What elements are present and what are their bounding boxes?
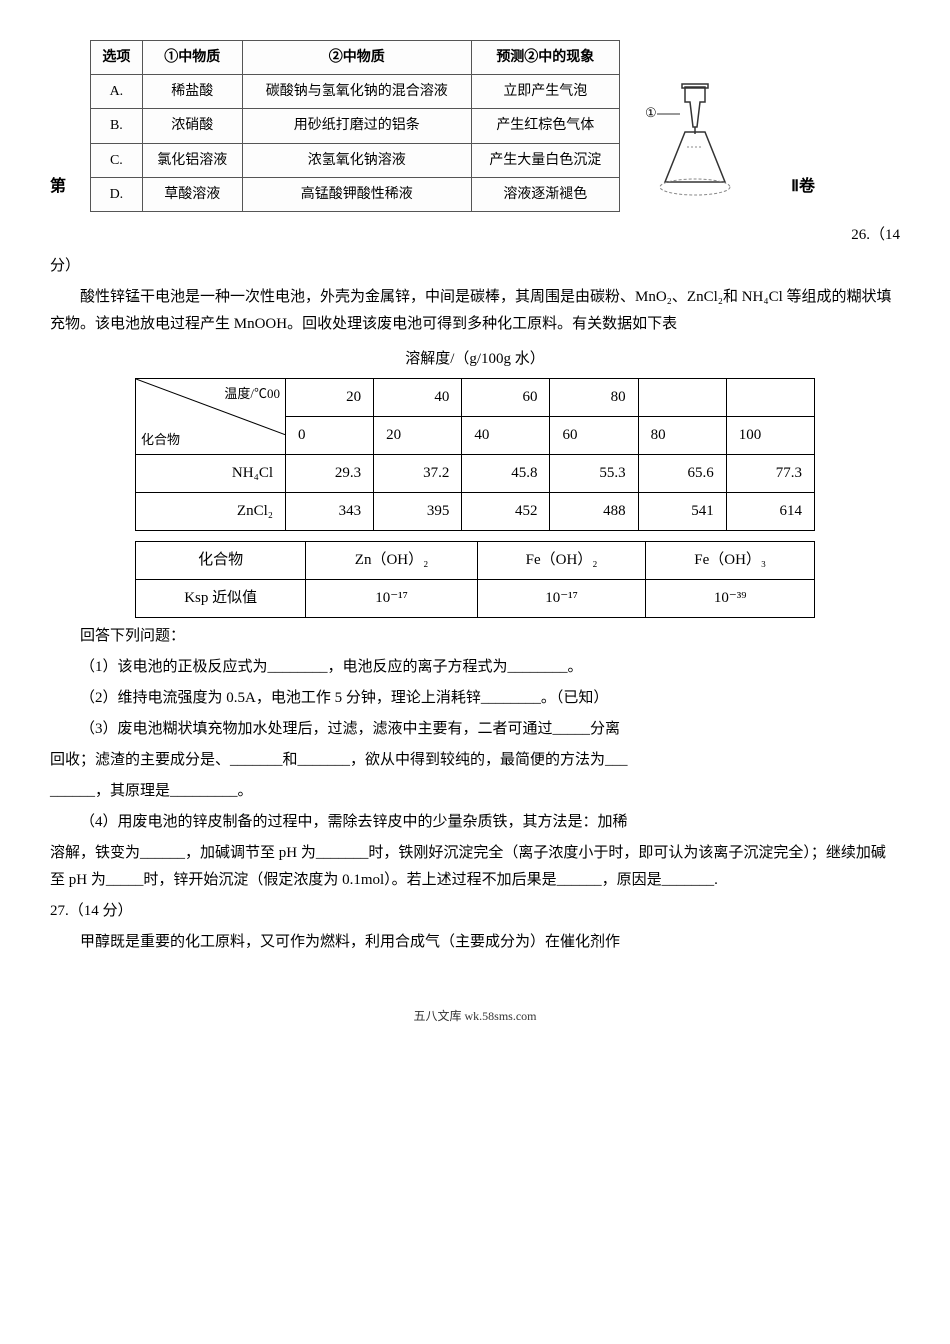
q26-sub2: （2）维持电流强度为 0.5A，电池工作 5 分钟，理论上消耗锌________… xyxy=(50,685,900,712)
col-prediction: 预测②中的现象 xyxy=(471,41,619,75)
section-right-marker: Ⅱ卷 xyxy=(765,173,815,212)
ksp-header-row: 化合物 Zn（OH）₂ Fe（OH）₂ Fe（OH）₃ xyxy=(136,541,815,579)
solubility-caption: 溶解度/（g/100g 水） xyxy=(50,346,900,373)
table-row-c: C. 氯化铝溶液 浓氢氧化钠溶液 产生大量白色沉淀 xyxy=(91,143,620,177)
solubility-row-zncl2: ZnCl₂ 343 395 452 488 541 614 xyxy=(136,492,815,530)
header-row: 第 选项 ①中物质 ②中物质 预测②中的现象 A. 稀盐酸 碳酸钠与氢氧化钠的混… xyxy=(50,40,900,212)
ksp-table: 化合物 Zn（OH）₂ Fe（OH）₂ Fe（OH）₃ Ksp 近似值 10⁻¹… xyxy=(135,541,815,618)
solubility-header-row1: 温度/℃00 化合物 20 40 60 80 xyxy=(136,378,815,416)
q27-intro: 甲醇既是重要的化工原料，又可作为燃料，利用合成气（主要成分为）在催化剂作 xyxy=(50,929,900,956)
diag-top-label: 温度/℃00 xyxy=(224,382,280,405)
q26-intro-para: 酸性锌锰干电池是一种一次性电池，外壳为金属锌，中间是碳棒，其周围是由碳粉、MnO… xyxy=(50,284,900,338)
table-row-a: A. 稀盐酸 碳酸钠与氢氧化钠的混合溶液 立即产生气泡 xyxy=(91,75,620,109)
diagonal-header-cell: 温度/℃00 化合物 xyxy=(136,378,286,454)
q26-sub3c: ______，其原理是_________。 xyxy=(50,778,900,805)
solubility-table: 温度/℃00 化合物 20 40 60 80 0 20 40 60 80 100… xyxy=(135,378,815,531)
col-option: 选项 xyxy=(91,41,143,75)
q26-sub3b: 回收；滤渣的主要成分是、_______和_______，欲从中得到较纯的，最简便… xyxy=(50,747,900,774)
table-row-d: D. 草酸溶液 高锰酸钾酸性稀液 溶液逐渐褪色 xyxy=(91,177,620,211)
apparatus-label-icon: ① xyxy=(645,105,657,120)
table-row-b: B. 浓硝酸 用砂纸打磨过的铝条 产生红棕色气体 xyxy=(91,109,620,143)
col-substance1: ①中物质 xyxy=(142,41,242,75)
q26-sub4a: （4）用废电池的锌皮制备的过程中，需除去锌皮中的少量杂质铁，其方法是：加稀 xyxy=(50,809,900,836)
question-26-number: 26.（14 xyxy=(50,222,900,249)
col-substance2: ②中物质 xyxy=(242,41,471,75)
options-table: 选项 ①中物质 ②中物质 预测②中的现象 A. 稀盐酸 碳酸钠与氢氧化钠的混合溶… xyxy=(90,40,620,212)
q26-sub1: （1）该电池的正极反应式为________，电池反应的离子方程式为_______… xyxy=(50,654,900,681)
page-footer: 五八文库 wk.58sms.com xyxy=(50,1006,900,1028)
q26-sub4b: 溶解，铁变为______，加碱调节至 pH 为_______时，铁刚好沉淀完全（… xyxy=(50,840,900,894)
answer-prompt: 回答下列问题： xyxy=(50,623,900,650)
solubility-row-nh4cl: NH₄Cl 29.3 37.2 45.8 55.3 65.6 77.3 xyxy=(136,454,815,492)
diag-bottom-label: 化合物 xyxy=(141,428,180,451)
table-header-row: 选项 ①中物质 ②中物质 预测②中的现象 xyxy=(91,41,620,75)
ksp-value-row: Ksp 近似值 10⁻¹⁷ 10⁻¹⁷ 10⁻³⁹ xyxy=(136,579,815,617)
question-27-number: 27.（14 分） xyxy=(50,898,900,925)
q26-sub3a: （3）废电池糊状填充物加水处理后，过滤，滤液中主要有，二者可通过_____分离 xyxy=(50,716,900,743)
question-26-unit: 分） xyxy=(50,253,900,280)
apparatus-diagram: ① xyxy=(635,72,755,212)
section-left-marker: 第 xyxy=(50,173,80,212)
